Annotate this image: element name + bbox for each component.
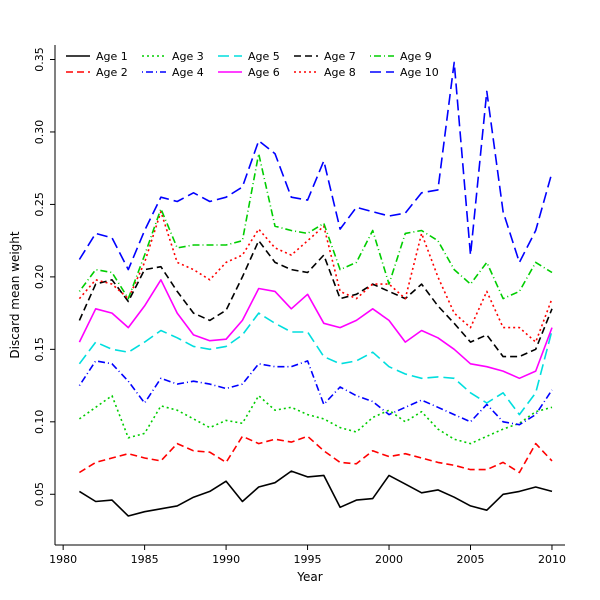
legend-label: Age 3 (172, 50, 204, 63)
legend-label: Age 7 (324, 50, 356, 63)
series-line-age-3 (78, 394, 553, 445)
x-tick-label: 2000 (375, 553, 403, 566)
series-line-age-1 (78, 470, 553, 517)
legend-item-age-6: Age 6 (218, 66, 280, 79)
legend-item-age-1: Age 1 (66, 50, 128, 63)
x-tick-label: 2010 (538, 553, 566, 566)
x-tick-label: 1985 (131, 553, 159, 566)
legend-label: Age 2 (96, 66, 128, 79)
x-tick-label: 2005 (456, 553, 484, 566)
legend-label: Age 9 (400, 50, 432, 63)
series-line-age-4 (78, 360, 553, 426)
series-line-age-10 (78, 61, 553, 271)
y-tick-label: 0.10 (33, 410, 46, 435)
x-tick-label: 1995 (294, 553, 322, 566)
legend-item-age-3: Age 3 (142, 50, 204, 63)
series-line-age-9 (78, 152, 553, 300)
legend-item-age-8: Age 8 (294, 66, 356, 79)
y-tick-label: 0.15 (33, 337, 46, 362)
legend-item-age-2: Age 2 (66, 66, 128, 79)
legend-label: Age 5 (248, 50, 280, 63)
x-tick-label: 1980 (49, 553, 77, 566)
y-tick-label: 0.30 (33, 120, 46, 145)
legend-label: Age 6 (248, 66, 280, 79)
legend-label: Age 8 (324, 66, 356, 79)
y-tick-label: 0.35 (33, 47, 46, 72)
series-line-age-5 (78, 312, 553, 416)
y-axis-title: Discard mean weight (8, 231, 22, 359)
legend-item-age-7: Age 7 (294, 50, 356, 63)
series-line-age-2 (78, 435, 553, 474)
series-line-age-6 (78, 278, 553, 380)
x-tick-label: 1990 (212, 553, 240, 566)
y-tick-label: 0.20 (33, 265, 46, 290)
legend-label: Age 4 (172, 66, 204, 79)
y-tick-label: 0.05 (33, 482, 46, 507)
legend-label: Age 10 (400, 66, 439, 79)
series-line-age-8 (78, 210, 553, 343)
legend-item-age-9: Age 9 (370, 50, 432, 63)
legend-item-age-5: Age 5 (218, 50, 280, 63)
x-axis-title: Year (297, 570, 323, 584)
y-tick-label: 0.25 (33, 192, 46, 217)
legend-item-age-4: Age 4 (142, 66, 204, 79)
series-line-age-7 (78, 239, 553, 358)
legend-item-age-10: Age 10 (370, 66, 439, 79)
legend-label: Age 1 (96, 50, 128, 63)
